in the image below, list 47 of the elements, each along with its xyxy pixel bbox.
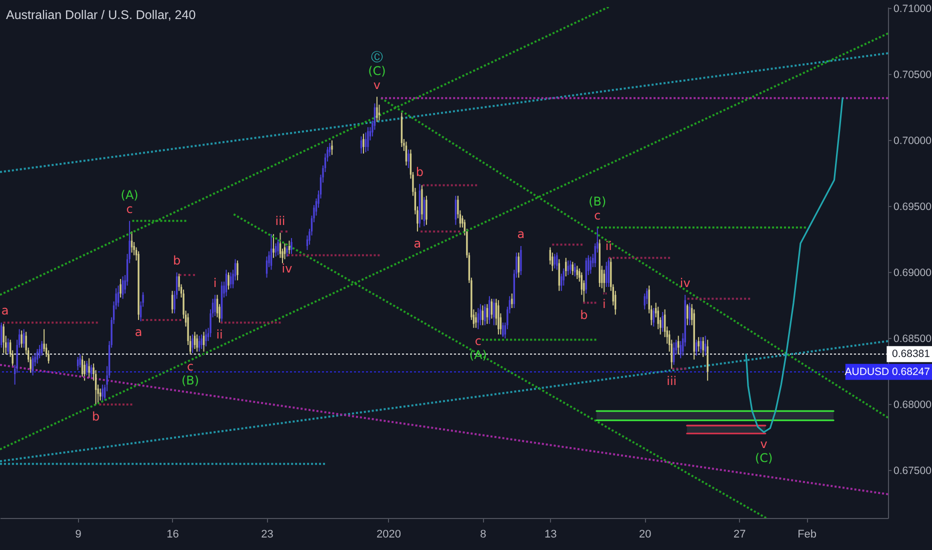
x-tick-label: 2020 (376, 528, 401, 540)
annotation: ii (605, 238, 612, 253)
y-tick-label: 0.67500 (894, 464, 932, 477)
y-tick-label: 0.69500 (894, 200, 932, 213)
y-tick-label: 0.68000 (894, 398, 932, 411)
x-tick-label: 9 (75, 528, 82, 540)
annotation: iii (666, 374, 677, 388)
annotation: (A) (120, 188, 138, 202)
annotation: b (92, 409, 100, 424)
x-tick-label: 20 (639, 528, 652, 540)
annotation: i (602, 297, 606, 312)
x-tick-label: 27 (733, 528, 746, 540)
y-tick-label: 0.70000 (894, 134, 932, 147)
annotation: v (373, 78, 381, 92)
annotation: c (474, 334, 482, 348)
y-tick-label: 0.70500 (894, 68, 932, 81)
annotation: Ⓒ (370, 50, 383, 64)
ref-line-label: 0.68381 (892, 348, 930, 360)
y-tick-label: 0.71000 (894, 2, 932, 15)
annotation: v (760, 437, 768, 452)
x-tick-label: 16 (166, 528, 179, 540)
x-tick-label: 8 (480, 528, 486, 540)
annotation: (C) (368, 64, 386, 78)
annotation: b (580, 308, 588, 322)
annotation: c (126, 202, 133, 216)
annotation: b (416, 164, 424, 179)
annotation: (B) (588, 194, 606, 209)
annotation: c (594, 208, 601, 223)
chart-title: Australian Dollar / U.S. Dollar, 240 (6, 8, 196, 22)
annotation: a (517, 226, 525, 241)
annotation: ii (216, 328, 223, 342)
annotation: iv (282, 262, 292, 276)
x-tick-label: Feb (798, 528, 817, 540)
x-tick-label: 13 (544, 528, 557, 540)
annotation: a (1, 304, 9, 318)
annotation: a (414, 236, 422, 250)
x-tick-label: 23 (261, 528, 274, 540)
annotation: (C) (754, 451, 773, 466)
annotation: i (213, 276, 217, 290)
annotation: (B) (181, 373, 200, 388)
y-tick-label: 0.68500 (894, 332, 932, 345)
annotation: a (134, 324, 142, 339)
y-tick-label: 0.69000 (894, 266, 932, 279)
annotation: iii (275, 214, 286, 228)
annotation: b (172, 253, 181, 268)
annotation: iv (680, 276, 690, 290)
annotation: c (186, 359, 194, 374)
